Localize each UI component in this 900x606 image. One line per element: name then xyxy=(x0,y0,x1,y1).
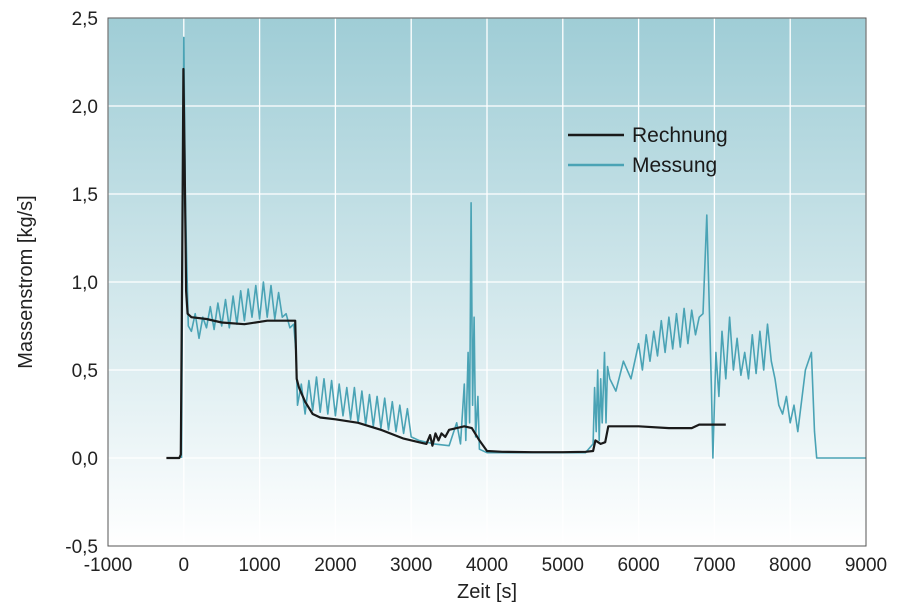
plot-frame xyxy=(107,17,867,547)
y-tick-label: 0,0 xyxy=(72,449,98,470)
x-axis: -1000 0 1000 2000 3000 4000 5000 6000 7000 8000 90… xyxy=(84,555,887,576)
x-tick-label: 9000 xyxy=(845,555,887,576)
x-tick-label: 4000 xyxy=(466,555,508,576)
y-axis: -0,5 0,0 0,5 1,0 1,5 2,0 2,5 xyxy=(65,9,98,558)
x-tick-label: 3000 xyxy=(390,555,432,576)
legend-label-rechnung: Rechnung xyxy=(632,124,728,147)
x-tick-label: 6000 xyxy=(617,555,659,576)
y-tick-label: 2,5 xyxy=(72,9,98,30)
y-axis-title: Massenstrom [kg/s] xyxy=(15,195,37,368)
x-tick-label: 5000 xyxy=(542,555,584,576)
x-tick-label: 8000 xyxy=(769,555,811,576)
y-tick-label: 0,5 xyxy=(72,361,98,382)
x-tick-label: 0 xyxy=(179,555,190,576)
legend: Rechnung Messung xyxy=(568,124,728,177)
series-line-rechnung xyxy=(166,67,726,460)
x-tick-label: 2000 xyxy=(314,555,356,576)
x-tick-label: 1000 xyxy=(238,555,280,576)
y-tick-label: -0,5 xyxy=(65,537,98,558)
y-tick-label: 1,0 xyxy=(72,273,98,294)
y-tick-label: 2,0 xyxy=(72,97,98,118)
y-tick-label: 1,5 xyxy=(72,185,98,206)
x-tick-label: -1000 xyxy=(84,555,133,576)
legend-label-messung: Messung xyxy=(632,154,717,177)
series-line-messung xyxy=(180,36,866,459)
x-tick-label: 7000 xyxy=(693,555,735,576)
x-axis-title: Zeit [s] xyxy=(457,581,517,603)
series-group xyxy=(166,36,866,460)
